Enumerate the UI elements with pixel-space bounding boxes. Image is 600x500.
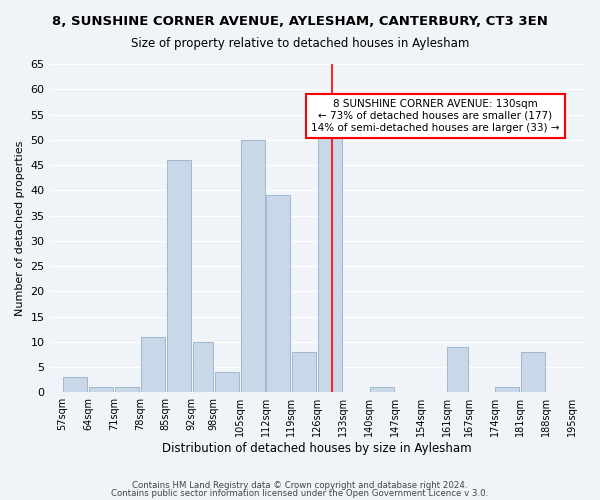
Y-axis label: Number of detached properties: Number of detached properties (15, 140, 25, 316)
Bar (115, 388, 139, 392)
Text: Contains public sector information licensed under the Open Government Licence v : Contains public sector information licen… (112, 488, 488, 498)
Bar (167, 160, 191, 392)
Bar (448, 347, 468, 393)
Bar (64, 377, 88, 392)
Text: Size of property relative to detached houses in Aylesham: Size of property relative to detached ho… (131, 38, 469, 51)
Bar (266, 196, 290, 392)
Bar (89, 388, 113, 392)
Text: 8, SUNSHINE CORNER AVENUE, AYLESHAM, CANTERBURY, CT3 3EN: 8, SUNSHINE CORNER AVENUE, AYLESHAM, CAN… (52, 15, 548, 28)
Bar (241, 140, 265, 392)
Bar (318, 130, 342, 392)
Bar (292, 352, 316, 393)
Bar (496, 388, 520, 392)
Bar (521, 352, 545, 393)
Text: Contains HM Land Registry data © Crown copyright and database right 2024.: Contains HM Land Registry data © Crown c… (132, 481, 468, 490)
Text: 8 SUNSHINE CORNER AVENUE: 130sqm
← 73% of detached houses are smaller (177)
14% : 8 SUNSHINE CORNER AVENUE: 130sqm ← 73% o… (311, 100, 560, 132)
Bar (370, 388, 394, 392)
Bar (141, 337, 165, 392)
Bar (193, 342, 213, 392)
Bar (215, 372, 239, 392)
X-axis label: Distribution of detached houses by size in Aylesham: Distribution of detached houses by size … (163, 442, 472, 455)
